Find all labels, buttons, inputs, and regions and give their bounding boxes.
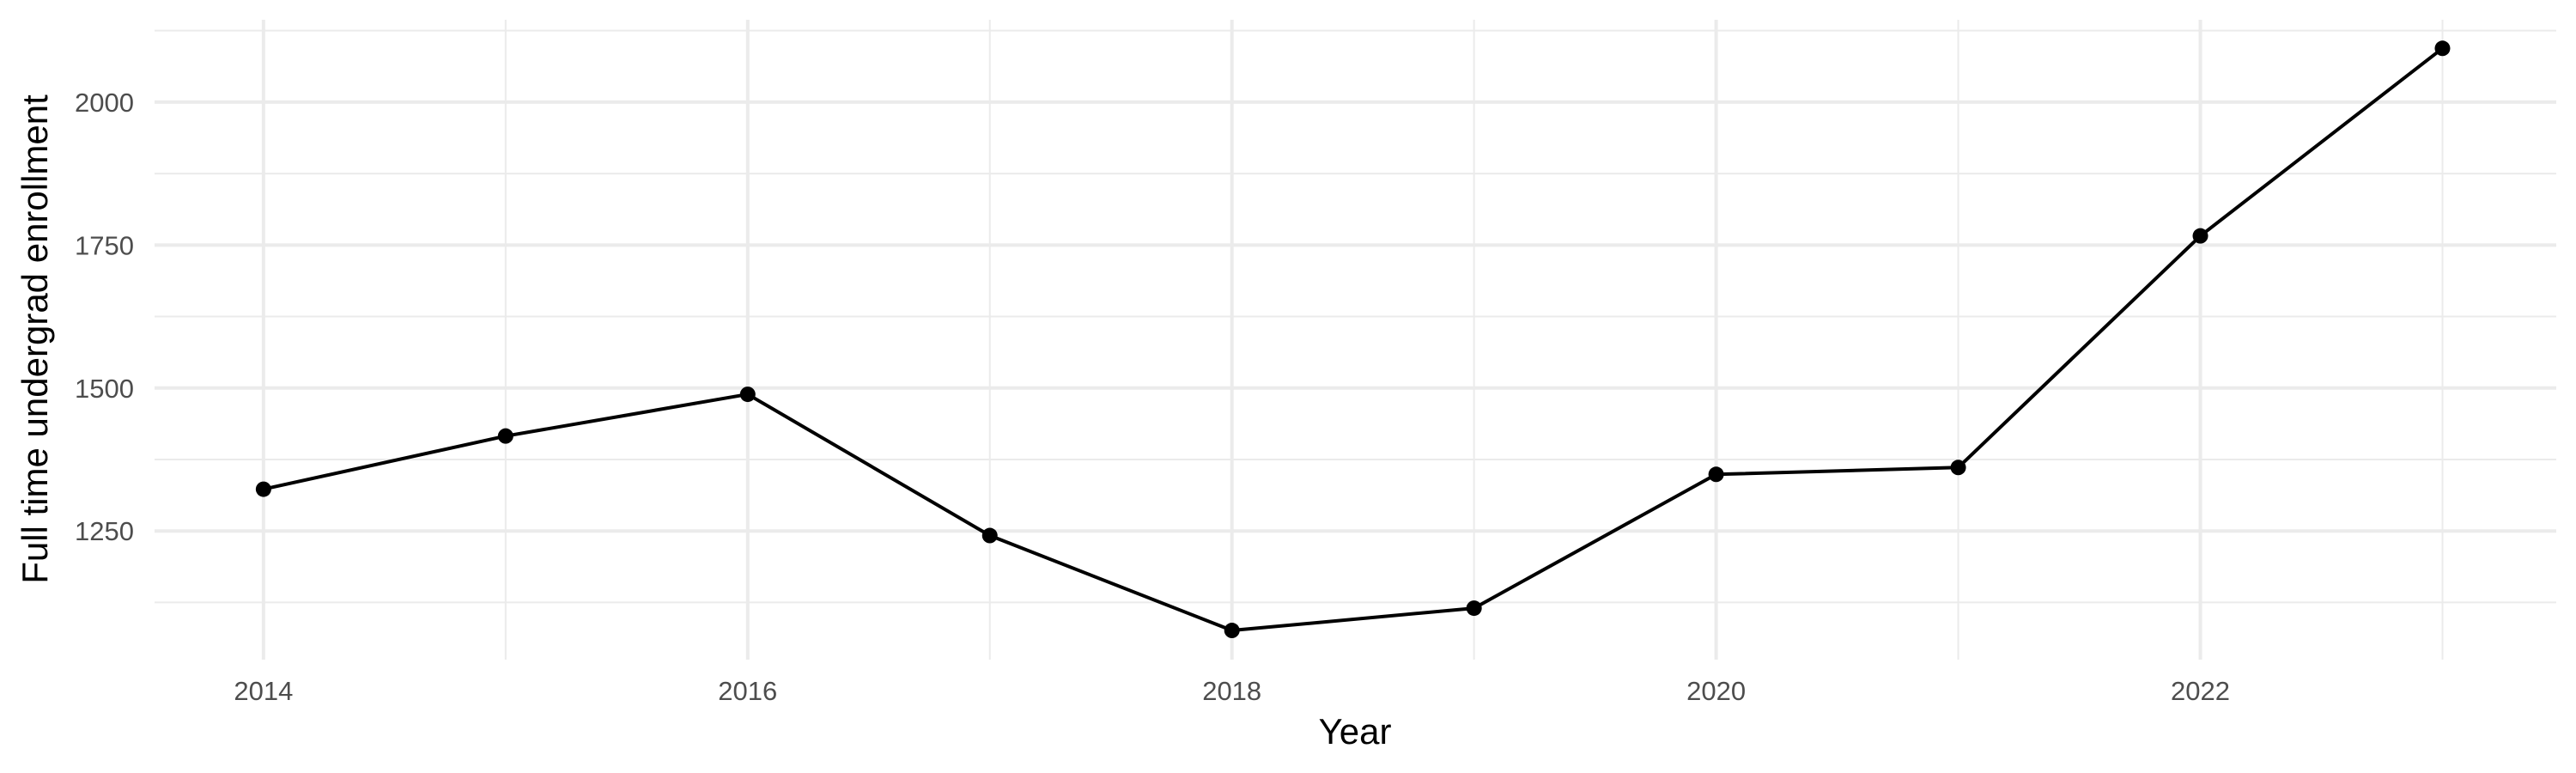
data-point: [981, 527, 998, 544]
y-tick-labels: 1250 1500 1750 2000: [75, 88, 134, 546]
y-axis-title: Full time undergrad enrollment: [15, 94, 55, 584]
x-tick-label: 2018: [1202, 676, 1261, 706]
y-tick-label: 1250: [75, 516, 134, 546]
data-point: [2192, 228, 2208, 244]
data-point: [1950, 460, 1966, 476]
y-tick-label: 2000: [75, 88, 134, 118]
x-tick-label: 2020: [1686, 676, 1746, 706]
data-point: [255, 481, 271, 497]
x-axis-title: Year: [1319, 711, 1392, 752]
data-point: [1708, 466, 1724, 483]
data-point: [497, 428, 513, 444]
series-path: [263, 46, 2444, 633]
grid: [155, 20, 2556, 660]
data-point: [1224, 623, 1240, 639]
y-tick-label: 1750: [75, 230, 134, 260]
y-tick-label: 1500: [75, 374, 134, 404]
x-tick-label: 2022: [2171, 676, 2230, 706]
x-tick-label: 2016: [718, 676, 777, 706]
data-point: [1466, 600, 1482, 617]
data-point: [739, 386, 756, 403]
series-line: [255, 40, 2451, 639]
x-tick-labels: 2014 2016 2018 2020 2022: [234, 676, 2230, 706]
x-tick-label: 2014: [234, 676, 293, 706]
data-point: [2434, 40, 2451, 57]
